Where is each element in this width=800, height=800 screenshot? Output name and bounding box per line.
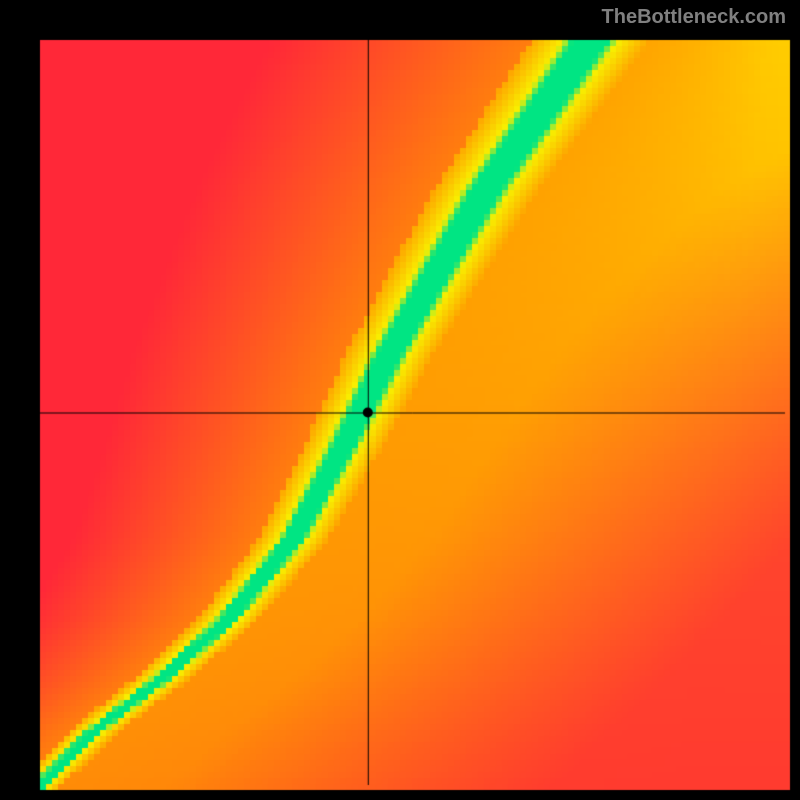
heatmap-canvas xyxy=(0,0,800,800)
chart-container: TheBottleneck.com xyxy=(0,0,800,800)
watermark-text: TheBottleneck.com xyxy=(602,6,786,29)
